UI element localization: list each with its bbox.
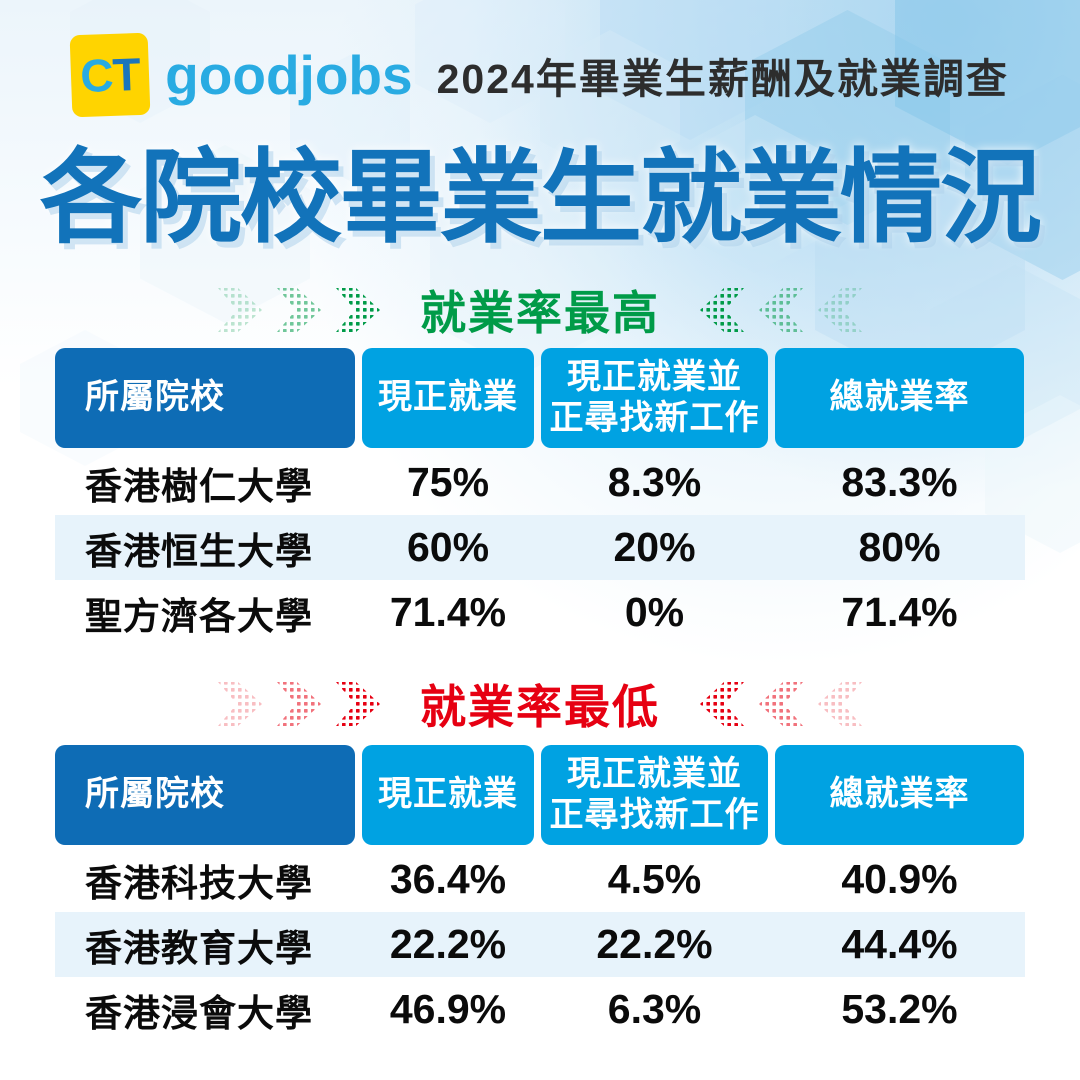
chevron-right-icon xyxy=(336,288,380,332)
page-title: 各院校畢業生就業情況 xyxy=(40,141,1042,255)
logo-goodjobs-text: goodjobs xyxy=(165,44,413,106)
chevron-right-icon xyxy=(218,288,262,332)
table-row: 香港樹仁大學 75% 8.3% 83.3% xyxy=(85,459,958,507)
chevron-left-icon xyxy=(700,288,744,332)
chevron-right-icon xyxy=(336,682,380,726)
table-row: 香港浸會大學 46.9% 6.3% 53.2% xyxy=(85,986,958,1034)
chevron-left-icon xyxy=(759,288,803,332)
column-header-total: 總就業率 xyxy=(775,745,1024,845)
section-title-lowest: 就業率最低 xyxy=(420,681,660,733)
table-row: 香港恒生大學 60% 20% 80% xyxy=(55,515,1025,580)
chevron-left-icon xyxy=(818,288,862,332)
section-header-lowest: 就業率最低 xyxy=(0,675,1080,733)
logo-ct-text: CT xyxy=(79,47,141,103)
chevron-left-icon xyxy=(818,682,862,726)
chevron-right-icon xyxy=(277,288,321,332)
chevron-left-icon xyxy=(759,682,803,726)
hexagon-decoration xyxy=(290,55,410,181)
column-header-school: 所屬院校 xyxy=(55,745,355,845)
ctgoodjobs-logo-icon: CT xyxy=(69,32,151,118)
chevron-right-icon xyxy=(218,682,262,726)
column-header-employed: 現正就業 xyxy=(362,348,534,448)
section-title-highest: 就業率最高 xyxy=(420,287,660,339)
brand-header: CT goodjobs 2024年畢業生薪酬及就業調查 xyxy=(0,32,1080,118)
table-row: 香港教育大學 22.2% 22.2% 44.4% xyxy=(55,912,1025,977)
section-header-highest: 就業率最高 xyxy=(0,281,1080,339)
column-header-employed-seeking: 現正就業並 正尋找新工作 xyxy=(541,745,768,845)
employment-table-lowest: 所屬院校 現正就業 現正就業並 正尋找新工作 總就業率 香港科技大學 36.4%… xyxy=(55,745,1025,1042)
column-header-employed-seeking: 現正就業並 正尋找新工作 xyxy=(541,348,768,448)
table-header-row: 所屬院校 現正就業 現正就業並 正尋找新工作 總就業率 xyxy=(55,348,1025,448)
column-header-employed: 現正就業 xyxy=(362,745,534,845)
chevron-right-icon xyxy=(277,682,321,726)
table-row: 聖方濟各大學 71.4% 0% 71.4% xyxy=(85,589,958,637)
survey-title: 2024年畢業生薪酬及就業調查 xyxy=(436,56,1009,102)
chevron-left-icon xyxy=(700,682,744,726)
table-header-row: 所屬院校 現正就業 現正就業並 正尋找新工作 總就業率 xyxy=(55,745,1025,845)
column-header-total: 總就業率 xyxy=(775,348,1024,448)
table-row: 香港科技大學 36.4% 4.5% 40.9% xyxy=(85,856,958,904)
column-header-school: 所屬院校 xyxy=(55,348,355,448)
employment-table-highest: 所屬院校 現正就業 現正就業並 正尋找新工作 總就業率 香港樹仁大學 75% 8… xyxy=(55,348,1025,645)
